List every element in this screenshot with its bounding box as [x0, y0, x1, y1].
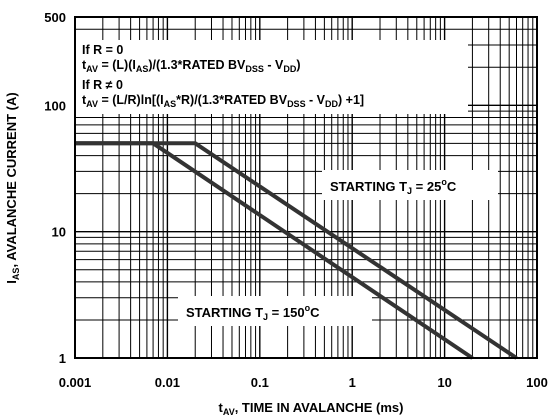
- y-tick-label: 10: [52, 225, 66, 240]
- series-label-box-25c: [322, 170, 498, 200]
- series-label-box-150c: [178, 296, 372, 326]
- annotation-line-1: If R = 0: [82, 43, 123, 57]
- x-tick-label: 0.01: [155, 375, 180, 390]
- x-axis-title: tAV, TIME IN AVALANCHE (ms): [219, 400, 404, 417]
- x-tick-label: 1: [349, 375, 356, 390]
- x-tick-label: 0.1: [251, 375, 269, 390]
- annotation-line-2: tAV = (L)(IAS)/(1.3*RATED BVDSS - VDD): [82, 58, 301, 74]
- x-tick-label: 10: [437, 375, 451, 390]
- annotation-line-4: tAV = (L/R)ln[(IAS*R)/(1.3*RATED BVDSS -…: [82, 93, 364, 109]
- x-tick-label: 100: [526, 375, 548, 390]
- y-axis-title: IAS, AVALANCHE CURRENT (A): [4, 92, 21, 283]
- y-tick-labels: 1 10 100 500: [44, 10, 66, 366]
- series-lines: [75, 141, 518, 360]
- series-label-150c: STARTING TJ = 150oC: [186, 303, 320, 322]
- series-label-25c: STARTING TJ = 25oC: [330, 177, 457, 196]
- y-tick-label: 500: [44, 10, 66, 25]
- y-tick-label: 1: [59, 351, 66, 366]
- annotation-box: [76, 40, 468, 114]
- annotation-line-3: If R ≠ 0: [82, 78, 123, 92]
- y-tick-label: 100: [44, 98, 66, 113]
- plot-frame: [74, 16, 538, 359]
- x-tick-labels: 0.001 0.01 0.1 1 10 100: [59, 375, 548, 390]
- series-line-1: [75, 141, 474, 360]
- x-tick-label: 0.001: [59, 375, 92, 390]
